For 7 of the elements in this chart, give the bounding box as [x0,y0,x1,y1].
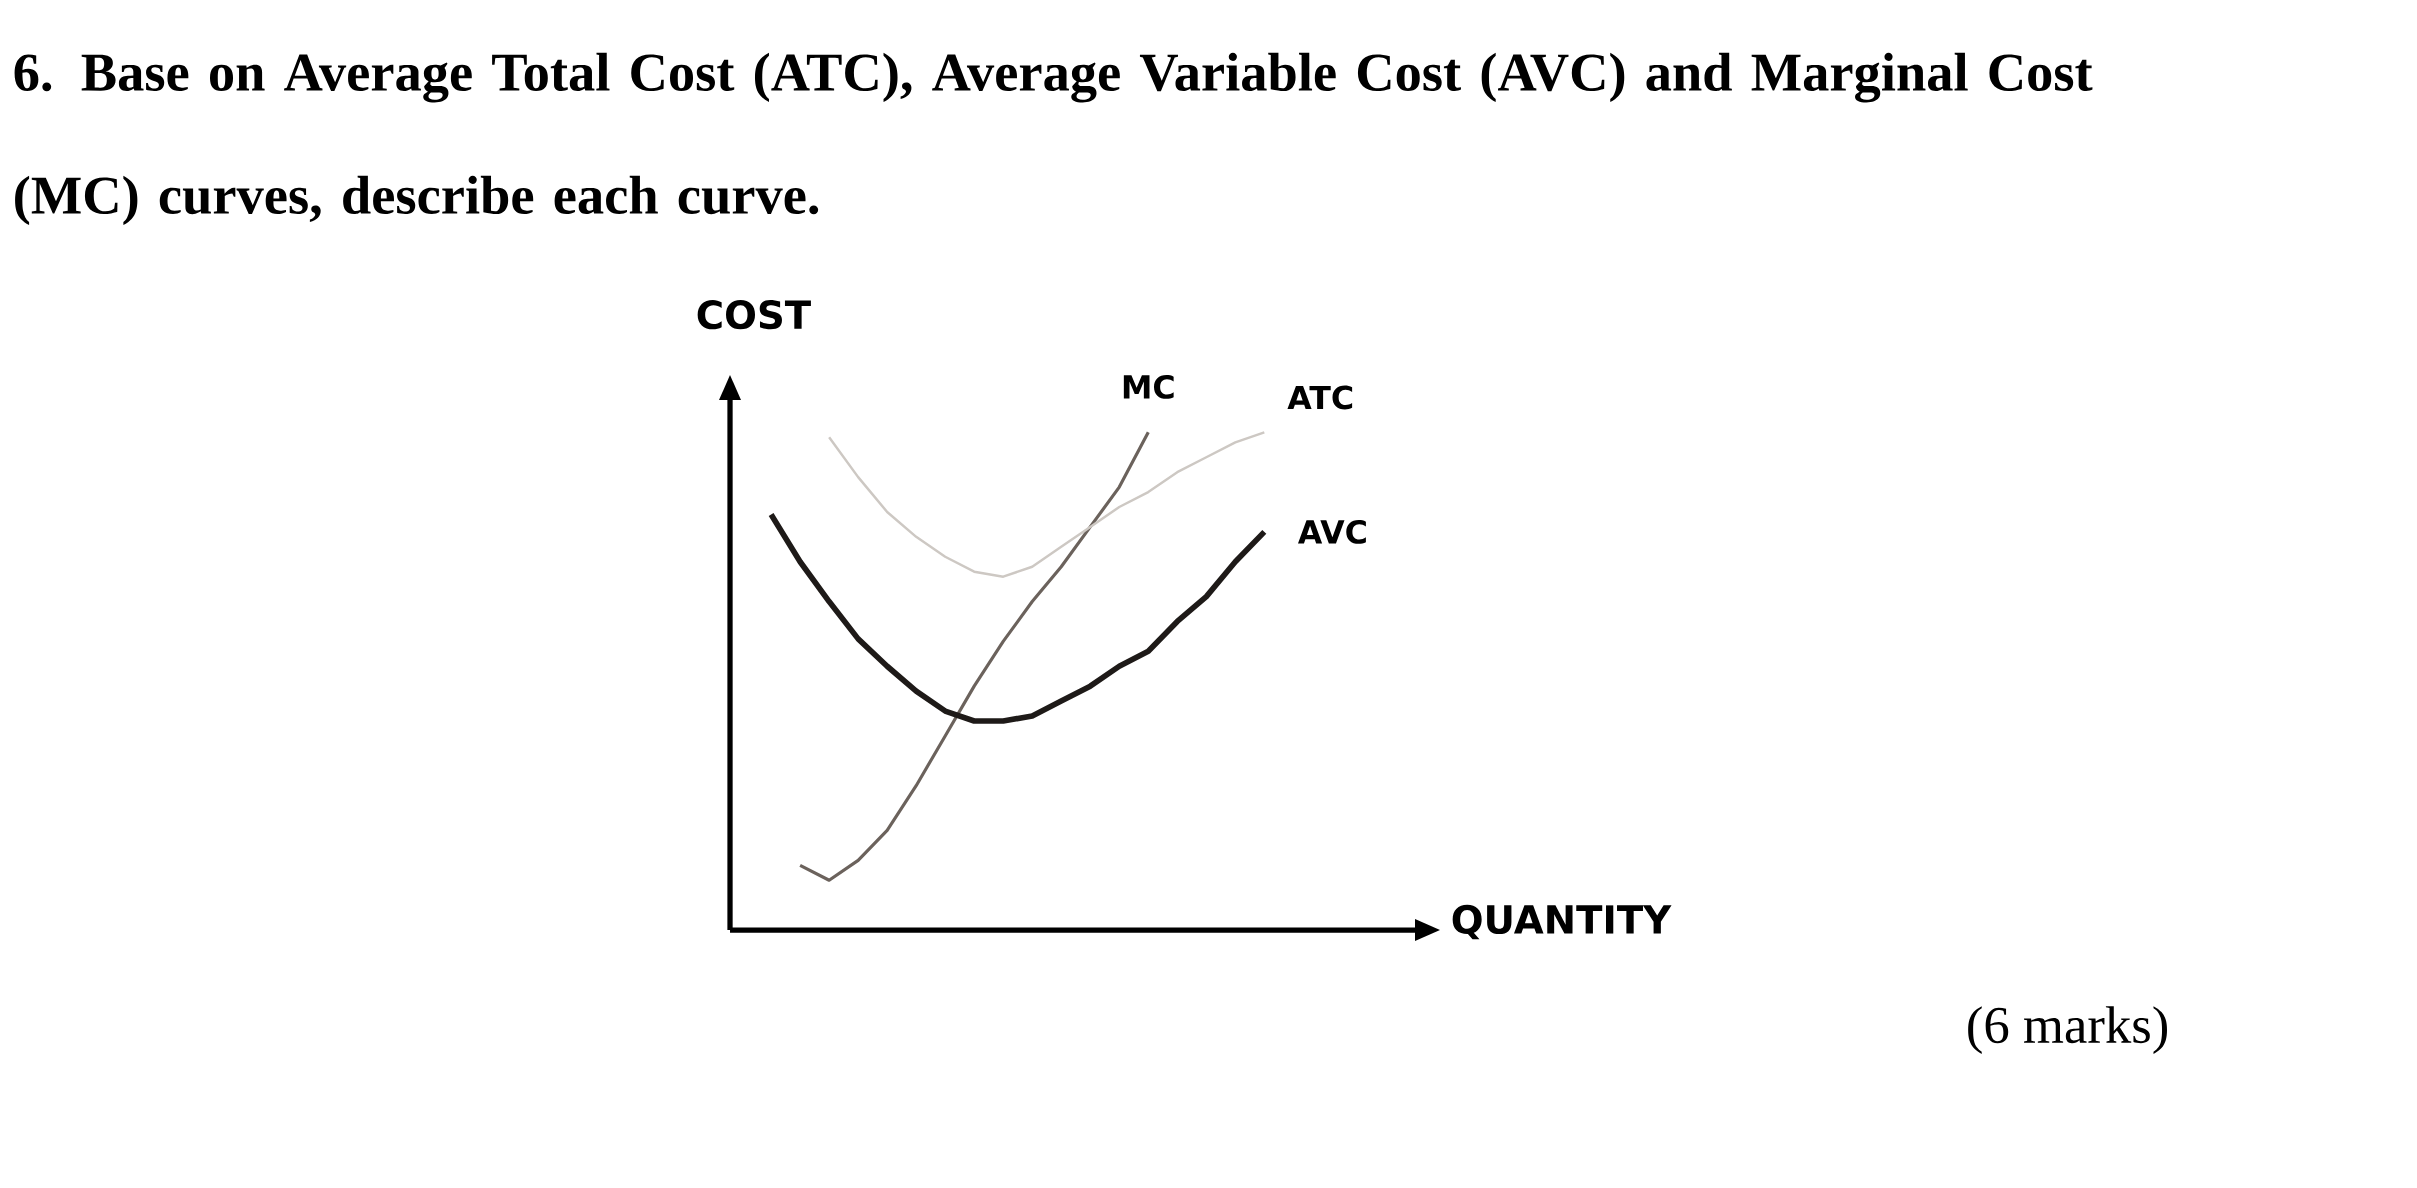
series-label: MC [1123,374,1174,399]
series-label: ATC [1287,385,1353,410]
y-axis-title: COST [697,300,811,330]
x-axis-title: QUANTITY [1452,904,1672,940]
text: (6 marks) [1968,1006,2167,1054]
series-label: AVC [1297,519,1366,544]
chart-title: 6. Base on Average Total Cost (ATC), Average Variable Cost (AVC) and Marginal Cost (MC) curves, describe each curve. [14,52,2093,226]
